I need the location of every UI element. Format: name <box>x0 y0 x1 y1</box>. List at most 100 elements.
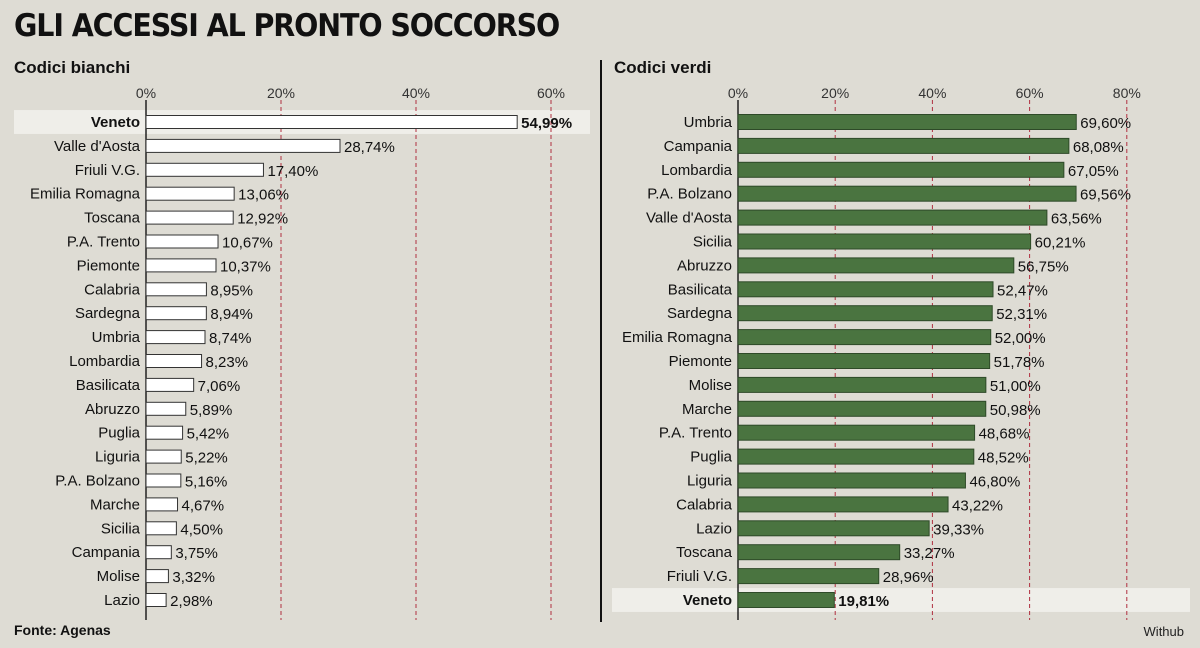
verdi-bar <box>737 472 966 489</box>
bianchi-value-label: 2,98% <box>170 593 213 610</box>
verdi-bar <box>737 281 994 298</box>
bianchi-bar <box>145 497 179 512</box>
bianchi-category-label: Sicilia <box>101 520 141 537</box>
bianchi-category-label: Piemonte <box>77 257 140 274</box>
verdi-value-label: 52,00% <box>995 330 1046 347</box>
bianchi-category-label: Lombardia <box>69 353 141 370</box>
bianchi-bar <box>145 593 167 607</box>
bianchi-bar <box>145 377 195 392</box>
bianchi-bar <box>145 234 219 249</box>
bianchi-category-label: Marche <box>90 496 140 513</box>
verdi-value-label: 50,98% <box>990 402 1041 419</box>
bianchi-bar <box>145 449 182 464</box>
bianchi-value-label: 10,37% <box>220 258 271 275</box>
bianchi-value-label: 10,67% <box>222 235 273 252</box>
verdi-value-label: 46,80% <box>969 474 1020 491</box>
verdi-value-label: 51,78% <box>994 354 1045 371</box>
chart-title: GLI ACCESSI AL PRONTO SOCCORSO <box>14 8 560 44</box>
verdi-value-label: 60,21% <box>1035 235 1086 252</box>
bianchi-tick-label: 60% <box>537 85 565 101</box>
chart-verdi: 0% 20% 40% 60% 80% Umbria 69,60% Campania 68,08%… <box>612 85 1190 620</box>
bianchi-category-label: Abruzzo <box>85 401 140 418</box>
verdi-value-label: 39,33% <box>933 521 984 538</box>
verdi-category-label: P.A. Bolzano <box>647 186 732 203</box>
verdi-bar <box>737 520 930 537</box>
bianchi-bar <box>145 258 217 273</box>
bianchi-value-label: 8,94% <box>210 306 253 323</box>
panel-title-verdi: Codici verdi <box>614 58 712 77</box>
verdi-category-label: Molise <box>689 377 732 394</box>
bianchi-tick-label: 20% <box>267 85 295 101</box>
bianchi-value-label: 5,16% <box>185 474 228 491</box>
verdi-value-label: 56,75% <box>1018 258 1069 275</box>
verdi-category-label: Toscana <box>676 544 733 561</box>
bianchi-category-label: P.A. Bolzano <box>55 473 140 490</box>
verdi-category-label: Puglia <box>690 449 732 466</box>
bianchi-category-label: Emilia Romagna <box>30 186 141 203</box>
verdi-bar <box>737 137 1070 154</box>
bianchi-bar <box>145 115 518 129</box>
bianchi-bar <box>145 425 184 440</box>
bianchi-value-label: 54,99% <box>521 115 572 132</box>
verdi-category-label: Calabria <box>676 496 733 513</box>
bianchi-bar <box>145 545 172 560</box>
bianchi-category-label: Friuli V.G. <box>75 162 140 179</box>
verdi-tick-label: 60% <box>1016 85 1044 101</box>
verdi-category-label: Campania <box>664 138 733 155</box>
verdi-bar <box>737 496 949 513</box>
verdi-bar <box>737 161 1065 178</box>
bianchi-category-label: P.A. Trento <box>67 234 140 251</box>
panel-divider <box>600 60 602 622</box>
bianchi-tick-label: 40% <box>402 85 430 101</box>
verdi-value-label: 63,56% <box>1051 211 1102 228</box>
bianchi-value-label: 8,74% <box>209 330 252 347</box>
verdi-bar <box>737 305 993 322</box>
bianchi-value-label: 3,75% <box>175 545 218 562</box>
bianchi-value-label: 28,74% <box>344 139 395 156</box>
verdi-value-label: 69,56% <box>1080 187 1131 204</box>
bianchi-category-label: Liguria <box>95 449 141 466</box>
verdi-tick-label: 40% <box>918 85 946 101</box>
bianchi-value-label: 5,42% <box>187 426 230 443</box>
verdi-category-label: Marche <box>682 401 732 418</box>
verdi-tick-label: 20% <box>821 85 849 101</box>
bianchi-value-label: 7,06% <box>198 378 241 395</box>
bianchi-value-label: 5,89% <box>190 402 233 419</box>
verdi-category-label: Veneto <box>683 592 732 609</box>
verdi-bar <box>737 544 901 561</box>
bianchi-category-label: Sardegna <box>75 305 141 322</box>
bianchi-tick-label: 0% <box>136 85 156 101</box>
verdi-category-label: Piemonte <box>669 353 732 370</box>
verdi-category-label: Liguria <box>687 473 733 490</box>
verdi-value-label: 52,31% <box>996 306 1047 323</box>
verdi-value-label: 48,68% <box>979 426 1030 443</box>
bianchi-bar <box>145 138 341 153</box>
bianchi-value-label: 12,92% <box>237 211 288 228</box>
panel-title-bianchi: Codici bianchi <box>14 58 131 77</box>
verdi-bar <box>737 376 987 393</box>
bianchi-category-label: Umbria <box>92 329 141 346</box>
bianchi-bar <box>145 401 187 416</box>
verdi-bar <box>737 114 1077 130</box>
verdi-value-label: 68,08% <box>1073 139 1124 156</box>
bianchi-value-label: 3,32% <box>172 569 215 586</box>
bianchi-bar <box>145 210 234 225</box>
bianchi-value-label: 17,40% <box>267 163 318 180</box>
verdi-value-label: 33,27% <box>904 545 955 562</box>
verdi-category-label: Lazio <box>696 520 732 537</box>
verdi-tick-label: 80% <box>1113 85 1141 101</box>
bianchi-bar <box>145 162 264 177</box>
bianchi-category-label: Veneto <box>91 114 140 131</box>
bianchi-value-label: 4,50% <box>180 521 223 538</box>
verdi-bar <box>737 353 991 369</box>
verdi-value-label: 52,47% <box>997 282 1048 299</box>
bianchi-category-label: Toscana <box>84 210 141 227</box>
verdi-bar <box>737 592 835 608</box>
verdi-value-label: 51,00% <box>990 378 1041 395</box>
bianchi-bar <box>145 330 206 345</box>
bianchi-category-label: Lazio <box>104 592 140 609</box>
verdi-bar <box>737 209 1048 226</box>
verdi-value-label: 43,22% <box>952 497 1003 514</box>
verdi-category-label: Abruzzo <box>677 257 732 274</box>
bianchi-value-label: 5,22% <box>185 450 228 467</box>
